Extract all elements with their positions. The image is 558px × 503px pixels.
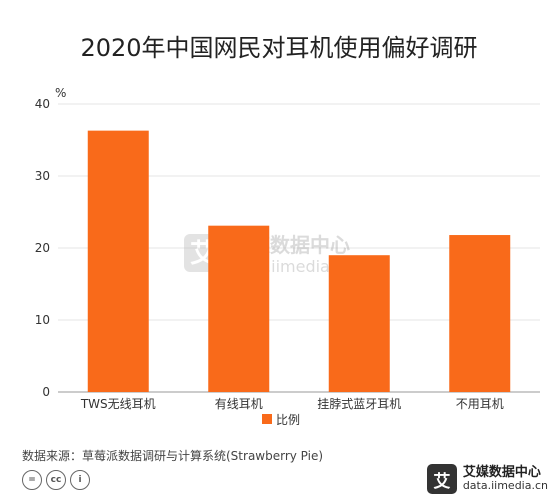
- y-tick-label: 0: [42, 385, 50, 399]
- legend: 比例: [262, 413, 300, 427]
- bar: [87, 130, 149, 392]
- x-tick-label: 有线耳机: [215, 397, 263, 411]
- x-tick-label: 挂脖式蓝牙耳机: [317, 397, 401, 411]
- chart-title: 2020年中国网民对耳机使用偏好调研: [80, 34, 478, 62]
- cc-nd-icon: =: [22, 470, 42, 490]
- bar: [449, 235, 511, 392]
- legend-swatch: [262, 414, 272, 424]
- x-tick-label: TWS无线耳机: [80, 397, 156, 411]
- cc-license-icons: = cc i: [22, 470, 90, 490]
- legend-label: 比例: [276, 413, 300, 427]
- y-tick-label: 40: [35, 97, 50, 111]
- cc-by-icon: i: [70, 470, 90, 490]
- x-axis: TWS无线耳机 有线耳机 挂脖式蓝牙耳机 不用耳机: [80, 397, 504, 411]
- cc-icon: cc: [46, 470, 66, 490]
- y-tick-label: 30: [35, 169, 50, 183]
- y-axis-label: %: [55, 86, 66, 100]
- brand-url: data.iimedia.cn: [462, 479, 548, 493]
- brand: 艾 艾媒数据中心 data.iimedia.cn: [426, 464, 548, 494]
- y-axis: 0 10 20 30 40: [35, 97, 50, 399]
- bar: [328, 255, 390, 392]
- y-tick-label: 20: [35, 241, 50, 255]
- y-tick-label: 10: [35, 313, 50, 327]
- data-source: 数据来源：草莓派数据调研与计算系统(Strawberry Pie): [22, 449, 324, 463]
- bars: [87, 130, 511, 392]
- x-tick-label: 不用耳机: [456, 397, 504, 411]
- brand-logo-icon: 艾: [426, 464, 457, 494]
- brand-name: 艾媒数据中心: [462, 464, 541, 480]
- bar: [208, 225, 270, 392]
